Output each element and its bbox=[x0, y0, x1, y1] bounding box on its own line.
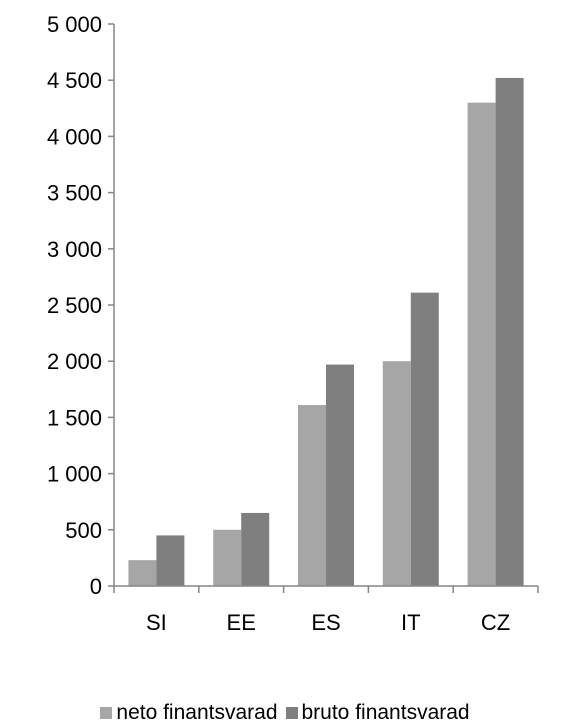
y-tick-label: 4 000 bbox=[47, 124, 102, 149]
x-tick-labels: SI EE ES IT CZ bbox=[146, 610, 510, 635]
bar-ee-neto bbox=[213, 529, 242, 586]
bar-si-bruto bbox=[156, 535, 185, 586]
legend-item-neto: neto finantsvarad bbox=[100, 701, 278, 725]
legend-swatch-bruto bbox=[285, 707, 298, 719]
y-tick-label: 500 bbox=[65, 518, 102, 543]
legend-item-bruto: bruto finantsvarad bbox=[285, 701, 470, 725]
bars-group bbox=[128, 77, 524, 587]
y-tick-label: 3 000 bbox=[47, 237, 102, 262]
legend: neto finantsvarad bruto finantsvarad bbox=[0, 700, 570, 726]
bar-it-neto bbox=[382, 361, 411, 586]
x-tick-label: SI bbox=[146, 610, 167, 635]
bar-ee-bruto bbox=[241, 512, 270, 586]
y-tick-label: 3 500 bbox=[47, 181, 102, 206]
y-tick-label: 0 bbox=[90, 574, 102, 599]
y-tick-label: 5 000 bbox=[47, 12, 102, 37]
bar-si-neto bbox=[128, 560, 157, 586]
axes-group bbox=[108, 23, 539, 593]
bar-es-bruto bbox=[326, 364, 354, 586]
bar-cz-bruto bbox=[495, 77, 524, 587]
x-tick-label: IT bbox=[401, 610, 421, 635]
legend-swatch-neto bbox=[100, 707, 113, 719]
y-tick-labels: 0 500 1 000 1 500 2 000 2 500 3 000 3 500 4 000 4… bbox=[47, 12, 102, 599]
y-tick-label: 4 500 bbox=[47, 68, 102, 93]
bar-chart: 0 500 1 000 1 500 2 000 2 500 3 000 3 500 4 000 4… bbox=[47, 12, 539, 635]
y-tick-label: 1 000 bbox=[47, 462, 102, 487]
x-tick-label: CZ bbox=[481, 610, 510, 635]
bar-cz-neto bbox=[467, 102, 496, 587]
x-tick-label: EE bbox=[227, 610, 256, 635]
legend-label-neto: neto finantsvarad bbox=[116, 701, 278, 724]
y-tick-label: 1 500 bbox=[47, 405, 102, 430]
y-tick-label: 2 500 bbox=[47, 293, 102, 318]
legend-label-bruto: bruto finantsvarad bbox=[301, 701, 470, 724]
bar-it-bruto bbox=[410, 292, 439, 586]
x-tick-label: ES bbox=[311, 610, 340, 635]
y-tick-label: 2 000 bbox=[47, 349, 102, 374]
bar-es-neto bbox=[298, 405, 326, 586]
